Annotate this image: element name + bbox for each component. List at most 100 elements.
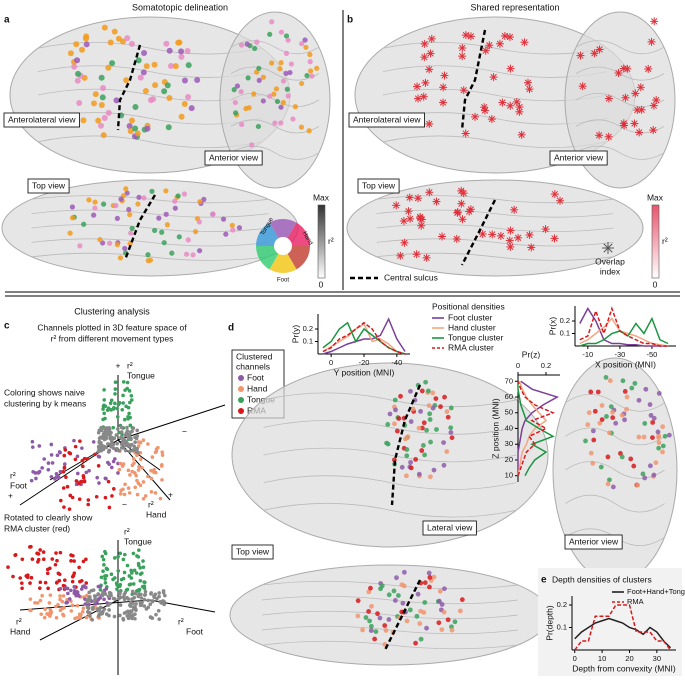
electrode [79, 46, 86, 53]
electrode [114, 215, 120, 222]
point [54, 551, 58, 555]
electrode [393, 407, 398, 413]
electrode [386, 592, 392, 598]
point [133, 485, 138, 490]
point [127, 389, 132, 393]
electrode [457, 608, 463, 614]
overlap-marker [620, 120, 628, 127]
electrode [407, 607, 413, 613]
point [75, 616, 79, 620]
electrode [421, 420, 427, 426]
overlap-marker [653, 96, 660, 104]
overlap-marker [458, 200, 465, 207]
overlap-marker [516, 103, 523, 111]
point [129, 442, 134, 447]
electrode [607, 378, 613, 384]
overlap-marker [513, 98, 520, 106]
point [154, 612, 158, 617]
electrode [150, 96, 157, 103]
electrode [439, 602, 445, 607]
point [130, 592, 135, 596]
electrode [74, 77, 81, 84]
electrode [590, 460, 596, 466]
point [71, 573, 76, 578]
electrode [80, 117, 87, 124]
electrode [643, 386, 649, 392]
electrode [355, 613, 361, 619]
view-box [204, 150, 263, 166]
overlap-marker [605, 133, 612, 140]
density-line [517, 381, 556, 476]
overlap-marker [622, 94, 629, 101]
gyrus [263, 502, 517, 518]
overlap-marker [459, 44, 466, 52]
overlap-marker [458, 52, 466, 60]
point [77, 612, 82, 616]
gyrus [31, 209, 269, 218]
panel-letter: a [4, 15, 10, 26]
point [48, 566, 52, 571]
electrode [426, 403, 432, 409]
colorbar-label: r² [662, 236, 668, 246]
electrode [368, 628, 374, 633]
density-line [322, 317, 406, 355]
point [130, 429, 134, 434]
point [142, 593, 147, 597]
electrode [152, 227, 158, 234]
overlap-marker [634, 106, 641, 114]
point [106, 442, 110, 446]
electrode [607, 430, 612, 436]
overlap-marker [462, 31, 470, 39]
point [50, 461, 55, 465]
electrode [134, 130, 141, 137]
point [129, 568, 133, 573]
overlap-marker [393, 202, 400, 209]
axis-label: Foot [10, 480, 28, 490]
colorbar [317, 204, 326, 279]
caption: Rotated to clearly show [4, 512, 93, 522]
electrode [111, 28, 118, 35]
point [86, 502, 91, 507]
point [64, 600, 68, 605]
electrode [135, 201, 141, 207]
electrode [656, 440, 662, 445]
electrode [360, 627, 365, 633]
density-line [322, 322, 406, 355]
point [141, 559, 145, 563]
axis-sign: − [182, 426, 187, 436]
point [127, 574, 132, 578]
electrode [92, 91, 99, 98]
electrode [413, 640, 418, 646]
point [124, 404, 128, 409]
overlap-marker [551, 190, 559, 198]
electrode [143, 63, 150, 70]
overlap-marker [596, 46, 603, 53]
point [98, 584, 103, 589]
point [128, 473, 132, 477]
point [149, 468, 153, 473]
point [121, 393, 125, 398]
caption: r² from different movement types [51, 333, 174, 343]
electrode [260, 74, 266, 80]
point [63, 578, 67, 582]
electrode [269, 19, 275, 25]
electrode [408, 419, 414, 424]
point [120, 464, 125, 468]
central-sulcus [383, 579, 422, 651]
electrode [254, 69, 260, 75]
electrode [307, 59, 313, 65]
point [36, 471, 40, 475]
point [130, 398, 134, 402]
gyrus [230, 119, 320, 134]
point [102, 388, 106, 392]
point [135, 434, 140, 438]
electrode [404, 453, 410, 459]
tick-label: 0.2 [557, 600, 567, 609]
electrode [441, 462, 447, 468]
point [149, 490, 154, 494]
electrode [405, 434, 411, 440]
overlap-marker [507, 243, 514, 251]
axis-label: r² [10, 470, 16, 480]
axis-label: Tongue [124, 536, 152, 546]
point [143, 494, 148, 498]
